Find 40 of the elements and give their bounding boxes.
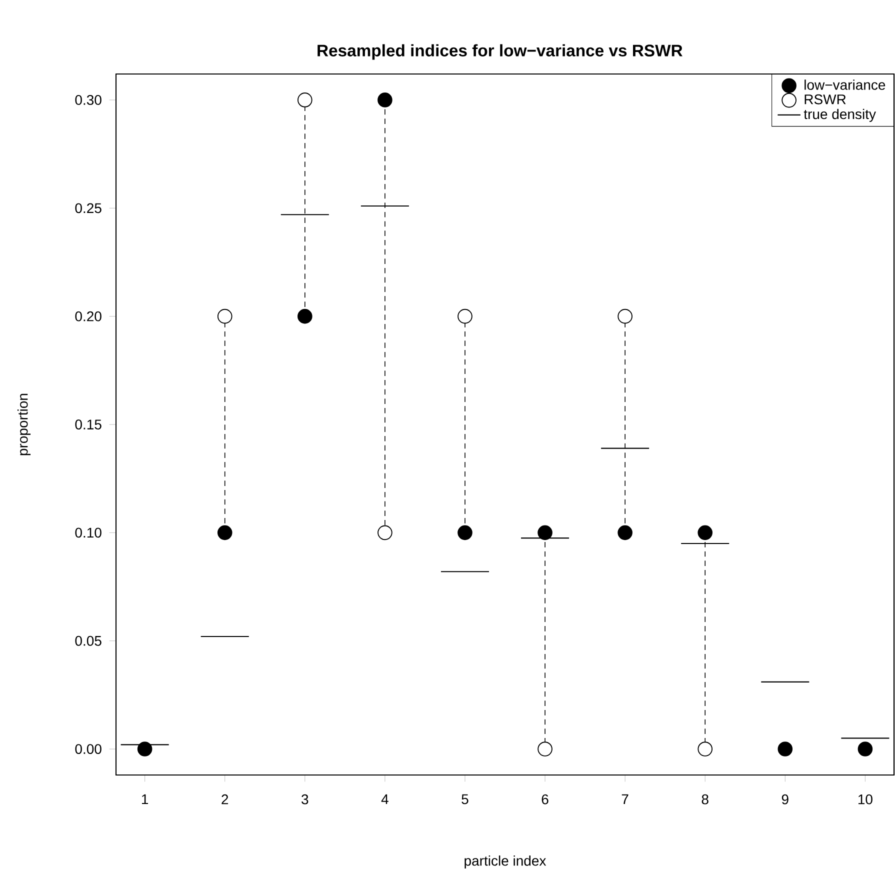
point: [298, 92, 312, 108]
point: [538, 525, 552, 540]
y-tick-label: 0.20: [75, 311, 102, 322]
chart-title: Resampled indices for low−variance vs RSWR: [318, 44, 682, 60]
y-tick-label: 0.00: [75, 744, 102, 754]
x-tick-label: 2: [222, 794, 228, 804]
point: [618, 308, 632, 324]
point: [858, 742, 873, 756]
y-tick-label: 0.05: [75, 636, 102, 646]
legend-label: low−variance: [804, 80, 886, 90]
legend-label: true density: [804, 108, 876, 122]
point: [698, 742, 713, 756]
x-tick-label: 7: [622, 794, 628, 804]
y-tick-label: 0.25: [75, 203, 102, 214]
y-tick-label: 0.30: [75, 95, 102, 105]
point: [217, 308, 232, 324]
x-tick-label: 10: [858, 794, 872, 804]
x-tick-label: 4: [381, 794, 388, 804]
x-tick-label: 5: [462, 794, 468, 804]
y-tick-label: 0.15: [75, 420, 102, 430]
point: [618, 525, 632, 540]
point: [137, 742, 152, 756]
point: [378, 92, 392, 108]
x-tick-label: 9: [782, 794, 788, 804]
point: [378, 525, 392, 540]
point: [298, 308, 312, 324]
point: [698, 525, 713, 540]
point: [458, 525, 472, 540]
x-axis-title: particle index: [464, 855, 546, 869]
x-tick-label: 6: [542, 794, 548, 804]
x-tick-label: 3: [302, 794, 308, 804]
x-tick-label: 8: [702, 794, 708, 804]
point: [778, 742, 793, 756]
point: [538, 742, 552, 756]
point: [217, 525, 232, 540]
y-axis-title: proportion: [17, 394, 31, 456]
y-tick-label: 0.10: [75, 528, 102, 538]
legend-label: RSWR: [804, 94, 846, 104]
point: [458, 308, 472, 324]
x-tick-label: 1: [142, 794, 148, 804]
